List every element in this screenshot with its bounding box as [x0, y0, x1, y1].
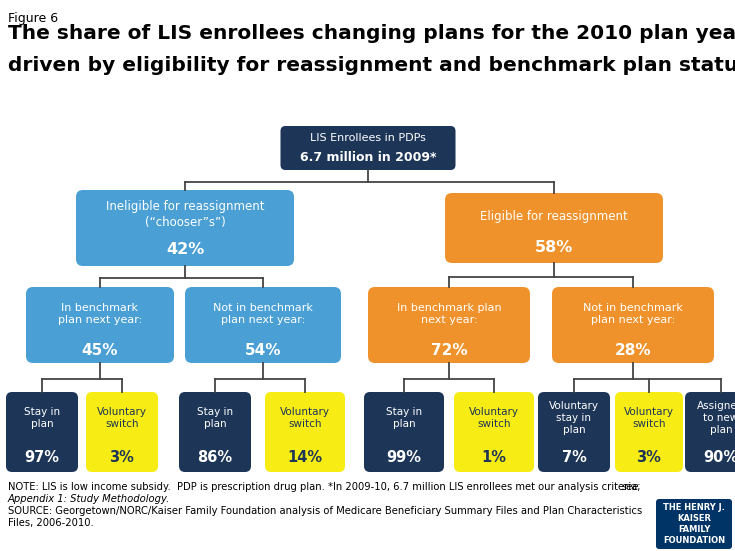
Text: Files, 2006-2010.: Files, 2006-2010.: [8, 518, 94, 528]
FancyBboxPatch shape: [552, 287, 714, 363]
Text: 3%: 3%: [110, 450, 135, 465]
Text: Not in benchmark
plan next year:: Not in benchmark plan next year:: [583, 302, 683, 325]
Text: 3%: 3%: [637, 450, 662, 465]
FancyBboxPatch shape: [615, 392, 683, 472]
Text: Figure 6: Figure 6: [8, 12, 58, 25]
Text: Voluntary
switch: Voluntary switch: [469, 407, 519, 429]
Text: Stay in
plan: Stay in plan: [197, 407, 233, 429]
FancyBboxPatch shape: [185, 287, 341, 363]
Text: 97%: 97%: [24, 450, 60, 465]
Text: 28%: 28%: [614, 343, 651, 358]
Text: 42%: 42%: [166, 242, 204, 257]
Text: Not in benchmark
plan next year:: Not in benchmark plan next year:: [213, 302, 313, 325]
Text: Appendix 1: Study Methodology.: Appendix 1: Study Methodology.: [8, 494, 171, 504]
Text: 90%: 90%: [703, 450, 735, 465]
Text: Voluntary
switch: Voluntary switch: [624, 407, 674, 429]
FancyBboxPatch shape: [179, 392, 251, 472]
Text: Ineligible for reassignment: Ineligible for reassignment: [106, 200, 265, 213]
FancyBboxPatch shape: [364, 392, 444, 472]
Text: Voluntary
switch: Voluntary switch: [97, 407, 147, 429]
Text: The share of LIS enrollees changing plans for the 2010 plan year was: The share of LIS enrollees changing plan…: [8, 24, 735, 43]
Text: Assigned
to new
plan: Assigned to new plan: [698, 401, 735, 435]
Text: In benchmark
plan next year:: In benchmark plan next year:: [58, 302, 142, 325]
Text: LIS Enrollees in PDPs: LIS Enrollees in PDPs: [310, 133, 426, 143]
Text: 6.7 million in 2009*: 6.7 million in 2009*: [300, 151, 437, 164]
FancyBboxPatch shape: [445, 193, 663, 263]
Text: Eligible for reassignment: Eligible for reassignment: [480, 209, 628, 223]
Text: 45%: 45%: [82, 343, 118, 358]
Text: 58%: 58%: [535, 240, 573, 255]
FancyBboxPatch shape: [265, 392, 345, 472]
FancyBboxPatch shape: [281, 126, 456, 170]
FancyBboxPatch shape: [6, 392, 78, 472]
FancyBboxPatch shape: [86, 392, 158, 472]
Text: 7%: 7%: [562, 450, 587, 465]
FancyBboxPatch shape: [76, 190, 294, 266]
FancyBboxPatch shape: [538, 392, 610, 472]
FancyBboxPatch shape: [656, 499, 732, 549]
Text: 72%: 72%: [431, 343, 467, 358]
Text: SOURCE: Georgetown/NORC/Kaiser Family Foundation analysis of Medicare Beneficiar: SOURCE: Georgetown/NORC/Kaiser Family Fo…: [8, 506, 642, 516]
FancyBboxPatch shape: [368, 287, 530, 363]
Text: Voluntary
switch: Voluntary switch: [280, 407, 330, 429]
Text: 54%: 54%: [245, 343, 282, 358]
Text: 99%: 99%: [387, 450, 421, 465]
FancyBboxPatch shape: [685, 392, 735, 472]
Text: (“chooser”s”): (“chooser”s”): [145, 216, 226, 229]
Text: In benchmark plan
next year:: In benchmark plan next year:: [397, 302, 501, 325]
Text: 1%: 1%: [481, 450, 506, 465]
Text: 86%: 86%: [198, 450, 232, 465]
Text: THE HENRY J.
KAISER
FAMILY
FOUNDATION: THE HENRY J. KAISER FAMILY FOUNDATION: [663, 504, 725, 544]
Text: Stay in
plan: Stay in plan: [24, 407, 60, 429]
FancyBboxPatch shape: [454, 392, 534, 472]
FancyBboxPatch shape: [26, 287, 174, 363]
Text: Stay in
plan: Stay in plan: [386, 407, 422, 429]
Text: see: see: [622, 482, 639, 492]
Text: 14%: 14%: [287, 450, 323, 465]
Text: NOTE: LIS is low income subsidy.  PDP is prescription drug plan. *In 2009-10, 6.: NOTE: LIS is low income subsidy. PDP is …: [8, 482, 644, 492]
Text: Voluntary
stay in
plan: Voluntary stay in plan: [549, 401, 599, 435]
Text: driven by eligibility for reassignment and benchmark plan status: driven by eligibility for reassignment a…: [8, 56, 735, 75]
